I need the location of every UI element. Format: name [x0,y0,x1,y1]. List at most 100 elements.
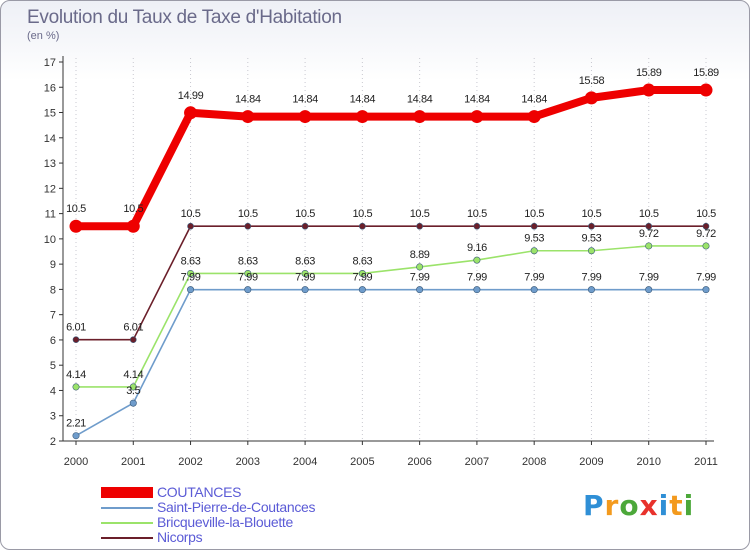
y-tick-label: 14 [44,133,56,145]
x-tick-label: 2005 [350,456,374,468]
data-point-bricqueville-la-blouette [702,242,710,250]
y-tick-label: 9 [50,259,56,271]
data-label-saint-pierre-de-coutances: 7.99 [181,272,201,284]
data-point-saint-pierre-de-coutances [416,286,424,294]
data-point-saint-pierre-de-coutances [244,286,252,294]
data-point-bricqueville-la-blouette [301,269,309,277]
data-label-bricqueville-la-blouette: 8.63 [181,255,201,267]
data-point-saint-pierre-de-coutances [187,286,195,294]
data-label-nicorps: 6.01 [123,322,143,334]
data-point-coutances [527,110,541,124]
data-label-nicorps: 6.01 [66,322,86,334]
x-tick-label: 2008 [522,456,546,468]
data-label-nicorps: 10.5 [181,208,201,220]
y-tick-label: 6 [50,335,56,347]
y-tick-label: 17 [44,57,56,69]
data-label-bricqueville-la-blouette: 9.16 [467,242,487,254]
legend-item-saint-pierre: Saint-Pierre-de-Coutances [101,499,401,515]
chart-title: Evolution du Taux de Taxe d'Habitation [27,7,342,28]
data-label-bricqueville-la-blouette: 4.14 [123,369,143,381]
data-point-saint-pierre-de-coutances [645,286,653,294]
y-tick-label: 8 [50,284,56,296]
data-label-saint-pierre-de-coutances: 7.99 [639,272,659,284]
logo-letter: t [669,489,684,522]
legend-swatch-coutances [101,487,153,498]
data-label-coutances: 14.84 [407,94,433,106]
data-point-nicorps [645,222,653,230]
data-label-nicorps: 10.5 [410,208,430,220]
data-point-nicorps [702,222,710,230]
data-label-saint-pierre-de-coutances: 3.5 [126,385,140,397]
data-point-coutances [241,110,255,124]
data-point-coutances [69,219,83,233]
y-tick-label: 7 [50,310,56,322]
data-label-saint-pierre-de-coutances: 7.99 [696,272,716,284]
data-label-bricqueville-la-blouette: 9.53 [524,233,544,245]
data-label-saint-pierre-de-coutances: 7.99 [467,272,487,284]
data-point-saint-pierre-de-coutances [301,286,309,294]
data-point-nicorps [473,222,481,230]
data-label-nicorps: 10.5 [295,208,315,220]
y-tick-label: 16 [44,82,56,94]
data-point-bricqueville-la-blouette [587,247,595,255]
data-label-nicorps: 10.5 [696,208,716,220]
legend-swatch-saint-pierre [101,507,153,509]
x-tick-label: 2006 [407,456,431,468]
y-tick-label: 12 [44,183,56,195]
data-point-nicorps [359,222,366,230]
logo-letter: x [639,489,659,522]
logo-letter: r [604,489,620,522]
y-tick-label: 4 [50,385,56,397]
legend-item-coutances: COUTANCES [101,484,401,500]
series-line-bricqueville-la-blouette [75,245,707,388]
data-label-saint-pierre-de-coutances: 7.99 [582,272,602,284]
data-label-nicorps: 10.5 [352,208,372,220]
legend-swatch-nicorps [101,537,153,539]
data-point-coutances [699,83,713,97]
logo-letter: P [583,489,605,522]
legend-item-bricqueville: Bricqueville-la-Blouette [101,514,401,530]
logo-letter: i [658,489,670,522]
y-tick-label: 13 [44,158,56,170]
data-label-bricqueville-la-blouette: 8.89 [410,249,430,261]
x-tick-label: 2009 [579,456,603,468]
logo-letter: o [619,489,640,522]
legend-swatch-bricqueville [101,522,153,524]
data-point-saint-pierre-de-coutances [129,399,137,407]
data-label-coutances: 15.89 [636,67,662,79]
data-point-bricqueville-la-blouette [244,269,252,277]
data-label-bricqueville-la-blouette: 9.72 [696,228,716,240]
data-label-saint-pierre-de-coutances: 7.99 [238,272,258,284]
logo-letter: i [683,489,695,522]
data-point-nicorps [187,222,194,230]
data-label-bricqueville-la-blouette: 8.63 [352,255,372,267]
chart-legend: COUTANCES Saint-Pierre-de-Coutances Bric… [101,484,401,545]
y-tick-label: 2 [50,436,56,448]
data-label-coutances: 14.84 [521,94,547,106]
chart-subtitle: (en %) [27,30,60,42]
data-point-saint-pierre-de-coutances [358,286,366,294]
data-point-bricqueville-la-blouette [473,256,481,264]
legend-item-nicorps: Nicorps [101,529,401,545]
data-point-coutances [126,219,140,233]
series-line-nicorps [75,225,707,341]
data-point-coutances [584,91,598,105]
series-line-coutances [72,86,710,231]
data-label-nicorps: 10.5 [238,208,258,220]
data-label-nicorps: 10.5 [582,208,602,220]
data-point-nicorps [72,336,80,343]
series-line-saint-pierre-de-coutances [75,288,707,437]
y-tick-label: 11 [45,209,56,221]
data-label-bricqueville-la-blouette: 4.14 [66,369,86,381]
data-label-coutances: 10.5 [123,203,143,215]
data-label-coutances: 14.84 [464,94,490,106]
x-tick-label: 2001 [121,456,145,468]
data-label-saint-pierre-de-coutances: 7.99 [524,272,544,284]
data-label-nicorps: 10.5 [639,208,659,220]
data-point-bricqueville-la-blouette [72,383,80,391]
y-tick-label: 15 [44,108,56,120]
data-label-coutances: 15.89 [693,67,719,79]
data-label-coutances: 10.5 [66,203,86,215]
